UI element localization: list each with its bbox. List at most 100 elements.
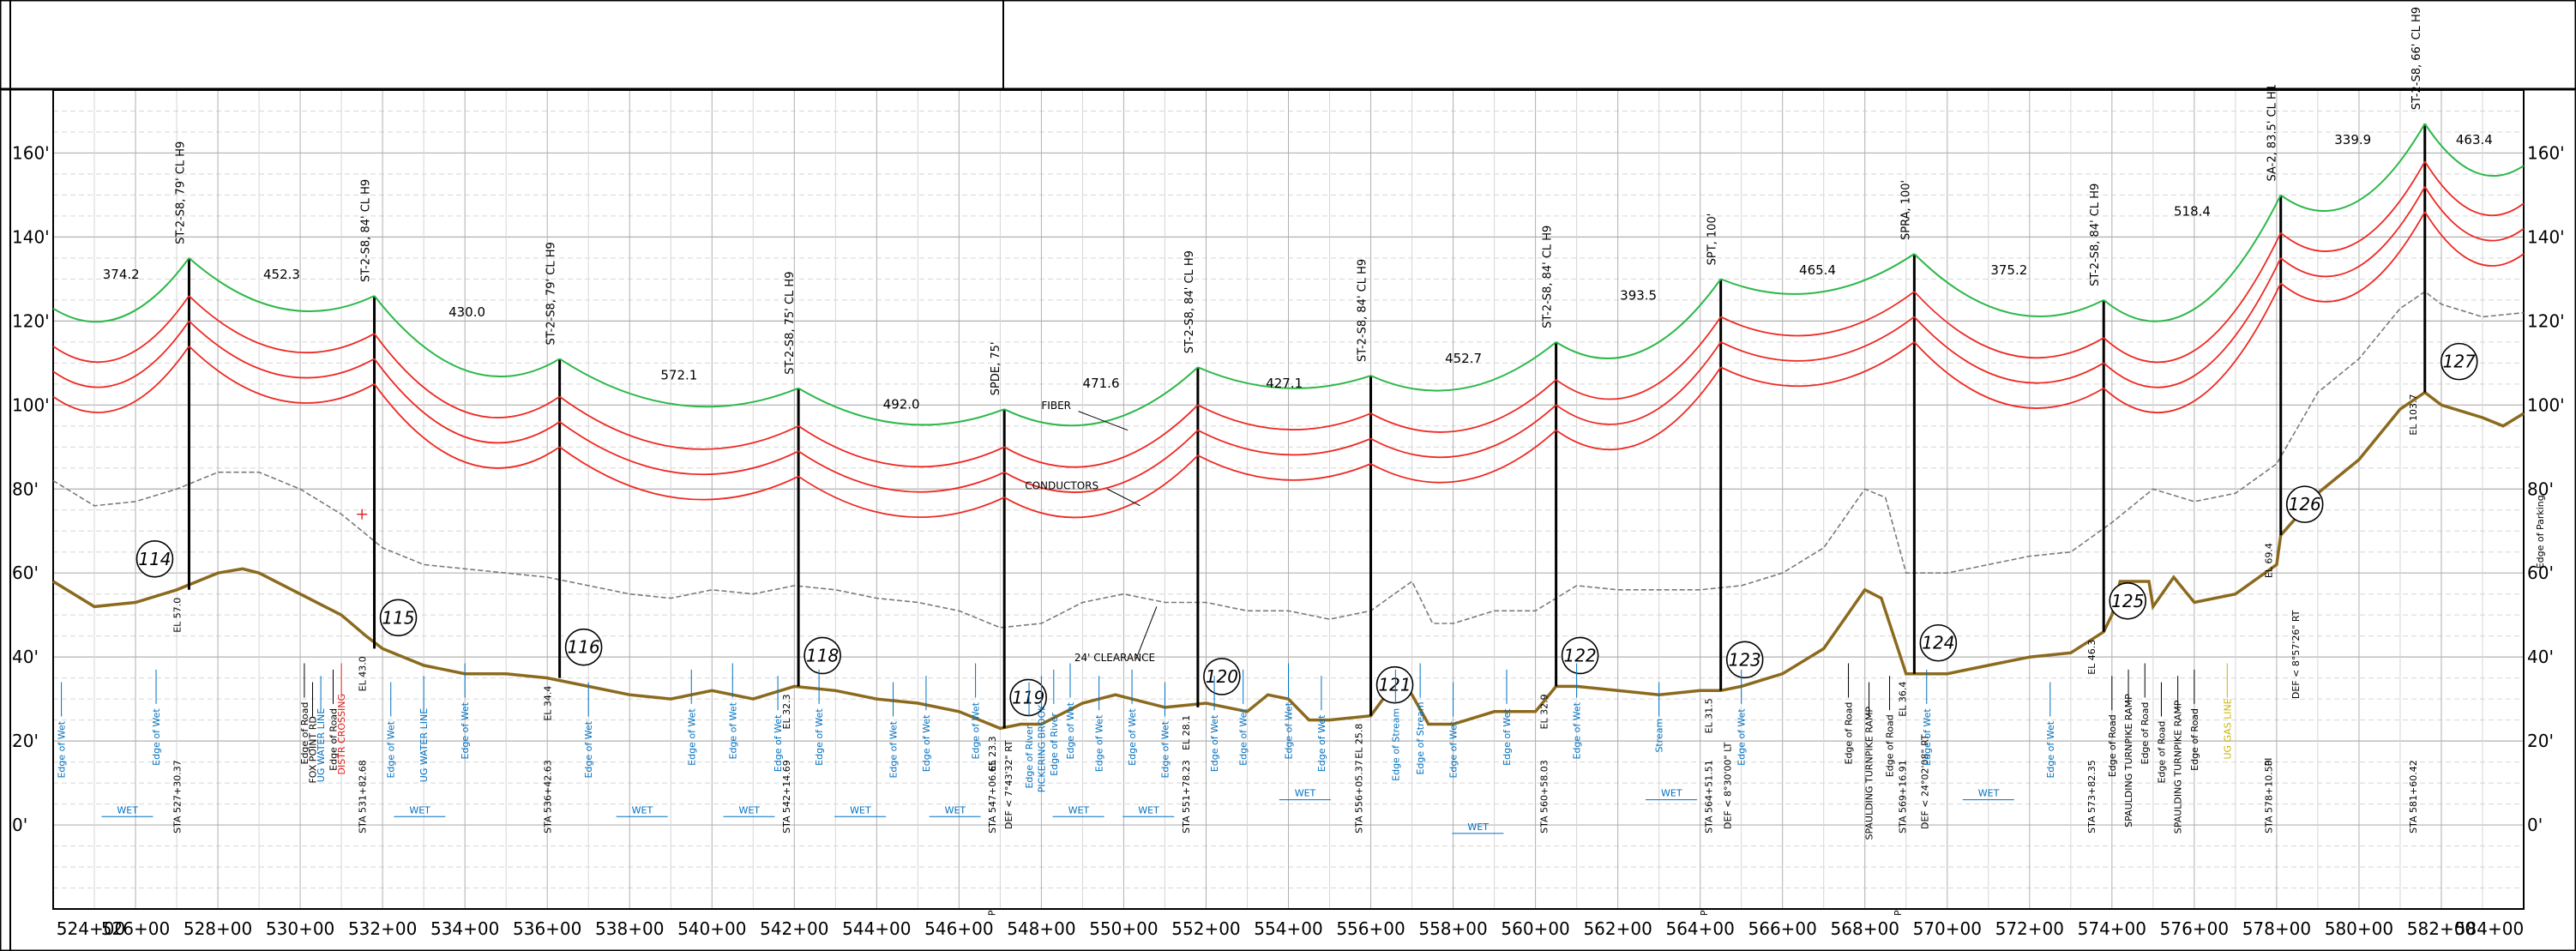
reference-cross-marker bbox=[357, 509, 368, 520]
station-label: 536+00 bbox=[513, 918, 581, 939]
elevation-label-left: 100' bbox=[12, 394, 50, 415]
structure-station-label: STA 569+16.91 bbox=[1897, 760, 1908, 834]
structure-label: ST-2-S8, 79' CL H9 bbox=[174, 141, 187, 244]
conductor-span bbox=[1003, 454, 1199, 519]
elevation-label-right: 60' bbox=[2527, 563, 2554, 583]
structure-label: SPDE, 75' bbox=[990, 342, 1002, 396]
structure-label: ST-2-S8, 84' CL H9 bbox=[1542, 226, 1555, 328]
fiber-span bbox=[1556, 278, 1722, 359]
feature-label: Edge of Wet bbox=[1065, 701, 1076, 759]
station-label: 570+00 bbox=[1913, 918, 1982, 939]
wetland-label: WET bbox=[850, 804, 871, 816]
structure-number: 125 bbox=[2111, 591, 2144, 611]
structure-elevation-label: EL 32.9 bbox=[1539, 694, 1550, 729]
structure-number-circle bbox=[803, 636, 841, 675]
station-label: 580+00 bbox=[2325, 918, 2393, 939]
structure-number: 123 bbox=[1729, 649, 1761, 670]
structure-label: ST-2-S8, 66' CL H9 bbox=[2410, 7, 2423, 110]
structure-number-circle bbox=[2109, 581, 2147, 620]
elevation-label-left: 120' bbox=[12, 310, 50, 331]
elevation-label-right: 20' bbox=[2527, 731, 2554, 751]
fiber-span bbox=[2103, 194, 2282, 322]
structure-number-circle bbox=[1203, 658, 1241, 695]
wetland-label: WET bbox=[632, 804, 653, 816]
elevation-label-right: 160' bbox=[2527, 142, 2565, 163]
elevation-label-left: 60' bbox=[12, 563, 39, 583]
structure-station-label: STA 556+05.37 bbox=[1354, 760, 1365, 834]
span-length-label: 572.1 bbox=[660, 367, 697, 382]
feature-label: Edge of Wet bbox=[2045, 720, 2056, 778]
station-label: 526+00 bbox=[101, 918, 170, 939]
fiber-span bbox=[188, 257, 375, 312]
conductor-span bbox=[1556, 341, 1722, 425]
structure-number: 126 bbox=[2289, 494, 2321, 515]
structure-number: 114 bbox=[138, 549, 171, 569]
structure-station-label: STA 531+82.68 bbox=[358, 760, 369, 834]
feature-label: UG WATER LINE bbox=[316, 708, 327, 782]
feature-label: Edge of Wet bbox=[1316, 714, 1327, 772]
structure-number: 124 bbox=[1922, 633, 1954, 653]
feature-label: Edge of Wet bbox=[57, 720, 68, 778]
conductor-span bbox=[1370, 379, 1557, 433]
elevation-label-left: 140' bbox=[12, 226, 50, 247]
station-label: 530+00 bbox=[266, 918, 334, 939]
station-label: 554+00 bbox=[1254, 918, 1322, 939]
structure-elevation-label: EL 103.7 bbox=[2408, 394, 2419, 436]
station-label: 564+00 bbox=[1665, 918, 1734, 939]
station-label: 548+00 bbox=[1007, 918, 1075, 939]
fiber-span bbox=[1370, 341, 1557, 392]
station-label: 574+00 bbox=[2078, 918, 2146, 939]
conductor-span bbox=[2103, 282, 2282, 413]
pi-label: PI bbox=[1893, 907, 1904, 916]
structure-number: 115 bbox=[382, 607, 414, 628]
fiber-span bbox=[559, 358, 799, 408]
structure-number-circle bbox=[1725, 641, 1764, 679]
station-label: 528+00 bbox=[184, 918, 252, 939]
elevation-label-right: 80' bbox=[2527, 479, 2554, 499]
wetland-label: WET bbox=[1068, 804, 1090, 816]
conductor-span bbox=[1197, 404, 1371, 430]
fiber-span bbox=[373, 295, 561, 377]
feature-label: Edge of Wet bbox=[921, 714, 932, 772]
structure-elevation-label: EL 57.0 bbox=[172, 598, 183, 633]
feature-label: Edge of Road bbox=[2189, 708, 2200, 771]
conductor-span bbox=[2280, 160, 2426, 252]
conductor-span bbox=[188, 346, 375, 404]
structure-elevation-label: EL 46.3 bbox=[2086, 640, 2098, 675]
structure-label: ST-2-S8, 84' CL H9 bbox=[360, 179, 373, 282]
station-label: 534+00 bbox=[430, 918, 499, 939]
structure-label: SPT, 100' bbox=[1706, 214, 1719, 266]
span-length-label: 393.5 bbox=[1620, 287, 1657, 303]
fiber-callout: FIBER bbox=[1041, 400, 1071, 412]
fiber-span bbox=[2280, 123, 2426, 212]
station-label: 576+00 bbox=[2160, 918, 2229, 939]
conductor-span bbox=[373, 333, 561, 418]
feature-label: Stream bbox=[1654, 719, 1665, 753]
structure-elevation-label: EL 23.3 bbox=[987, 736, 998, 771]
edge-of-parking-label: Edge of Parking bbox=[2535, 495, 2546, 569]
station-label: 546+00 bbox=[924, 918, 993, 939]
elevation-label-left: 20' bbox=[12, 731, 39, 751]
feature-label: UG GAS LINE bbox=[2222, 698, 2233, 759]
feature-label: Edge of Road bbox=[299, 702, 310, 765]
feature-label: Edge of Wet bbox=[814, 708, 825, 766]
span-length-label: 492.0 bbox=[883, 397, 920, 412]
elevation-label-left: 80' bbox=[12, 479, 39, 499]
structure-station-label: STA 542+14.69 bbox=[781, 760, 792, 834]
conductor-span bbox=[52, 320, 190, 388]
pi-deflection-label: DEF < 8°30'00" LT bbox=[1722, 742, 1733, 829]
conductor-span bbox=[559, 395, 799, 450]
span-length-label: 465.4 bbox=[1799, 262, 1836, 278]
station-label: 568+00 bbox=[1831, 918, 1899, 939]
structure-number: 118 bbox=[806, 645, 839, 665]
elevation-label-left: 40' bbox=[12, 647, 39, 667]
conductor-span bbox=[188, 295, 375, 354]
feature-label: Edge of Wet bbox=[1159, 720, 1171, 778]
feature-label: Edge of Wet bbox=[1922, 708, 1933, 766]
conductor-span bbox=[52, 295, 190, 364]
structure-number-circle bbox=[2285, 485, 2324, 523]
conductor-span bbox=[2423, 160, 2525, 217]
feature-label: Edge of Road bbox=[2107, 714, 2118, 777]
